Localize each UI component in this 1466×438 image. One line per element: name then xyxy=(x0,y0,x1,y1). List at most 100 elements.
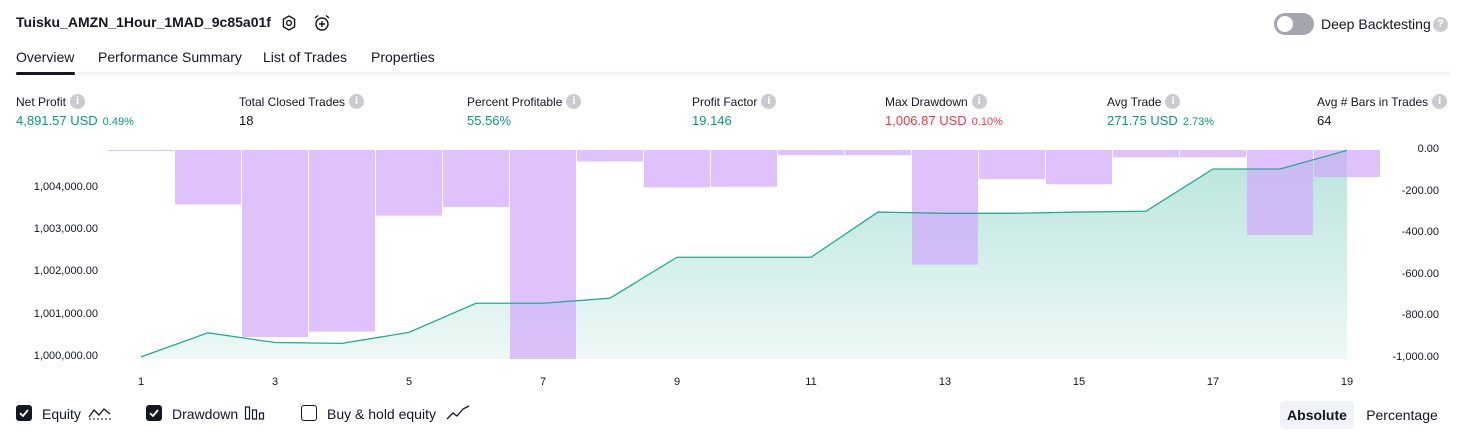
metric-value-text: 64 xyxy=(1317,113,1332,128)
equity-point[interactable] xyxy=(139,355,143,359)
drawdown-bar[interactable] xyxy=(577,150,643,162)
metric-value-text: 55.56% xyxy=(467,113,512,128)
tab-properties[interactable]: Properties xyxy=(371,49,435,65)
drawdown-bar[interactable] xyxy=(1113,150,1179,158)
equity-point[interactable] xyxy=(1345,148,1349,152)
metric-percent: 0.49% xyxy=(102,116,134,128)
y-axis-left-tick: 1,000,000.00 xyxy=(33,349,98,362)
drawdown-bar[interactable] xyxy=(845,150,911,156)
drawdown-checkbox[interactable] xyxy=(146,405,162,421)
question-icon[interactable]: ? xyxy=(1433,17,1448,32)
gear-icon[interactable] xyxy=(278,12,300,34)
equity-label: Equity xyxy=(42,406,81,422)
metric-label: Percent Profitable i xyxy=(467,94,582,109)
metric-label-text: Avg # Bars in Trades xyxy=(1317,94,1429,109)
equity-point[interactable] xyxy=(340,341,344,345)
y-axis-left-tick: 1,001,000.00 xyxy=(33,307,98,320)
drawdown-bar[interactable] xyxy=(644,150,710,188)
strategy-title: Tuisku_AMZN_1Hour_1MAD_9c85a01f xyxy=(16,14,271,30)
equity-point[interactable] xyxy=(809,255,813,259)
y-axis-left-tick: 1,004,000.00 xyxy=(33,181,98,193)
metric-value: 1,006.87 USD 0.10% xyxy=(885,113,1003,128)
drawdown-bar[interactable] xyxy=(376,150,442,216)
drawdown-bar[interactable] xyxy=(175,150,241,205)
info-icon[interactable]: i xyxy=(70,94,86,109)
drawdown-bar[interactable] xyxy=(1314,150,1380,177)
x-axis-tick: 3 xyxy=(271,376,279,388)
info-icon[interactable]: i xyxy=(1432,94,1448,109)
alarm-clock-plus-icon[interactable] xyxy=(311,12,333,34)
info-icon[interactable]: i xyxy=(349,94,365,109)
equity-point[interactable] xyxy=(1211,167,1215,171)
drawdown-bar[interactable] xyxy=(443,150,509,208)
equity-point[interactable] xyxy=(1010,211,1014,215)
equity-line xyxy=(140,149,1348,358)
drawdown-bar[interactable] xyxy=(510,150,576,359)
drawdown-bar[interactable] xyxy=(912,150,978,265)
equity-point[interactable] xyxy=(273,341,277,345)
equity-point[interactable] xyxy=(206,331,210,335)
y-axis-right-tick: -400.00 xyxy=(1401,226,1439,239)
equity-point[interactable] xyxy=(1278,167,1282,171)
metric-label: Avg Trade i xyxy=(1107,94,1181,109)
info-icon[interactable]: i xyxy=(566,94,582,109)
info-icon[interactable]: i xyxy=(1165,94,1181,109)
y-axis-right-tick: 0.00 xyxy=(1417,143,1439,155)
metric-label-text: Avg Trade xyxy=(1107,94,1162,109)
drawdown-bars-icon xyxy=(244,404,266,427)
equity-point[interactable] xyxy=(474,301,478,305)
drawdown-bar[interactable] xyxy=(778,150,844,156)
percentage-button[interactable]: Percentage xyxy=(1366,407,1438,423)
metric-label: Total Closed Trades i xyxy=(239,94,365,109)
absolute-button[interactable]: Absolute xyxy=(1280,401,1354,429)
x-axis-tick: 17 xyxy=(1206,376,1220,388)
info-icon[interactable]: i xyxy=(971,94,987,109)
metric-value-text: 19.146 xyxy=(692,113,732,128)
x-axis-tick: 19 xyxy=(1340,376,1354,388)
y-axis-right-tick: -600.00 xyxy=(1401,267,1439,280)
drawdown-bar[interactable] xyxy=(309,150,375,332)
metric-label-text: Percent Profitable xyxy=(467,94,563,109)
x-axis-tick: 7 xyxy=(539,376,547,388)
equity-point[interactable] xyxy=(742,255,746,259)
tab-overview[interactable]: Overview xyxy=(16,49,75,65)
drawdown-bar[interactable] xyxy=(1046,150,1112,185)
equity-line-icon xyxy=(88,404,112,427)
equity-point[interactable] xyxy=(1077,210,1081,214)
equity-point[interactable] xyxy=(407,330,411,334)
tab-list-of-trades[interactable]: List of Trades xyxy=(263,49,348,65)
equity-point[interactable] xyxy=(876,210,880,214)
drawdown-label: Drawdown xyxy=(172,406,239,422)
metric-value-text: 1,006.87 USD xyxy=(885,113,967,128)
drawdown-bar[interactable] xyxy=(711,150,777,187)
metric-value: 18 xyxy=(239,113,253,128)
y-axis-right-tick: -800.00 xyxy=(1401,309,1439,322)
drawdown-bar[interactable] xyxy=(1247,150,1313,236)
equity-point[interactable] xyxy=(943,211,947,215)
metric-value: 4,891.57 USD 0.49% xyxy=(16,113,134,128)
metric-percent: 0.10% xyxy=(971,116,1003,128)
equity-point[interactable] xyxy=(541,301,545,305)
drawdown-bar[interactable] xyxy=(1180,150,1246,158)
active-tab-indicator xyxy=(16,72,75,75)
tab-performance-summary[interactable]: Performance Summary xyxy=(98,49,242,65)
metric-percent: 2.73% xyxy=(1182,116,1215,128)
equity-point[interactable] xyxy=(1144,209,1148,213)
y-axis-right-tick: -200.00 xyxy=(1401,184,1439,197)
equity-checkbox[interactable] xyxy=(16,405,32,421)
equity-drawdown-chart xyxy=(108,148,1380,359)
equity-point[interactable] xyxy=(608,296,612,300)
drawdown-bar[interactable] xyxy=(979,150,1045,180)
info-icon[interactable]: i xyxy=(761,94,777,109)
equity-point[interactable] xyxy=(675,255,679,259)
metric-value: 64 xyxy=(1317,113,1331,128)
x-axis-tick: 9 xyxy=(673,376,681,388)
metric-label-text: Net Profit xyxy=(16,94,67,109)
metric-label: Max Drawdown i xyxy=(885,94,987,109)
buy-hold-checkbox[interactable] xyxy=(301,405,317,421)
drawdown-bar[interactable] xyxy=(242,150,308,338)
x-axis-tick: 13 xyxy=(938,376,952,388)
y-axis-right-tick: -1,000.00 xyxy=(1392,350,1439,363)
deep-backtesting-toggle[interactable] xyxy=(1274,13,1314,35)
drawdown-bar[interactable] xyxy=(108,150,174,152)
